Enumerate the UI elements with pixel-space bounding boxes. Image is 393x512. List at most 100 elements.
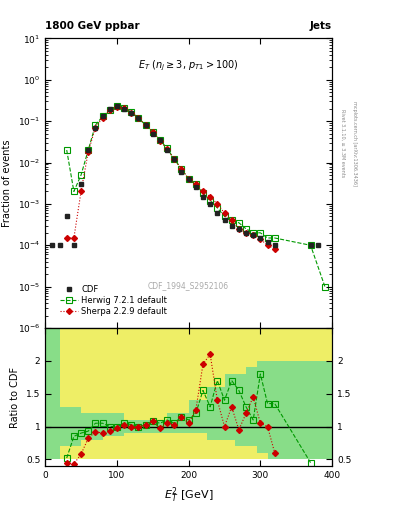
Sherpa 2.2.9 default: [79, 188, 83, 195]
CDF: [158, 137, 162, 143]
Herwig 7.2.1 default: [172, 156, 177, 162]
Herwig 7.2.1 default: [251, 230, 255, 236]
Sherpa 2.2.9 default: [251, 231, 255, 238]
Herwig 7.2.1 default: [64, 147, 69, 153]
Herwig 7.2.1 default: [323, 284, 327, 290]
CDF: [165, 147, 169, 153]
Text: mcplots.cern.ch [arXiv:1306.3436]: mcplots.cern.ch [arXiv:1306.3436]: [352, 101, 357, 186]
Sherpa 2.2.9 default: [100, 115, 105, 121]
Herwig 7.2.1 default: [230, 217, 234, 223]
CDF: [57, 242, 62, 248]
Y-axis label: Fraction of events: Fraction of events: [2, 139, 12, 227]
CDF: [100, 113, 105, 119]
Sherpa 2.2.9 default: [237, 226, 241, 232]
CDF: [151, 131, 155, 137]
Sherpa 2.2.9 default: [215, 201, 220, 207]
Line: CDF: CDF: [50, 104, 320, 248]
CDF: [86, 147, 90, 153]
X-axis label: $E_T^2$ [GeV]: $E_T^2$ [GeV]: [164, 485, 213, 505]
Y-axis label: Ratio to CDF: Ratio to CDF: [10, 367, 20, 428]
Sherpa 2.2.9 default: [265, 242, 270, 248]
Sherpa 2.2.9 default: [272, 246, 277, 252]
CDF: [230, 222, 234, 228]
Sherpa 2.2.9 default: [72, 235, 76, 241]
Sherpa 2.2.9 default: [165, 146, 169, 152]
CDF: [186, 176, 191, 182]
Herwig 7.2.1 default: [143, 122, 148, 128]
CDF: [193, 184, 198, 190]
Sherpa 2.2.9 default: [136, 115, 141, 121]
Sherpa 2.2.9 default: [158, 137, 162, 143]
Herwig 7.2.1 default: [158, 137, 162, 143]
CDF: [258, 235, 263, 241]
CDF: [93, 124, 98, 131]
Text: CDF_1994_S2952106: CDF_1994_S2952106: [148, 282, 229, 290]
Sherpa 2.2.9 default: [129, 110, 134, 116]
CDF: [107, 105, 112, 112]
Herwig 7.2.1 default: [107, 106, 112, 113]
CDF: [122, 105, 127, 112]
CDF: [115, 103, 119, 109]
Herwig 7.2.1 default: [122, 105, 127, 111]
CDF: [64, 214, 69, 220]
CDF: [72, 242, 76, 248]
Herwig 7.2.1 default: [93, 122, 98, 128]
Sherpa 2.2.9 default: [115, 103, 119, 110]
CDF: [179, 168, 184, 175]
CDF: [201, 194, 206, 200]
Herwig 7.2.1 default: [244, 226, 248, 232]
Herwig 7.2.1 default: [100, 113, 105, 119]
Herwig 7.2.1 default: [208, 198, 213, 204]
Sherpa 2.2.9 default: [172, 156, 177, 162]
CDF: [316, 242, 320, 248]
CDF: [172, 156, 177, 162]
Text: $E_T$ ($n_j \geq 3$, $p_{T1}{>}100$): $E_T$ ($n_j \geq 3$, $p_{T1}{>}100$): [138, 59, 239, 73]
Herwig 7.2.1 default: [215, 205, 220, 211]
Herwig 7.2.1 default: [129, 109, 134, 115]
Text: Rivet 3.1.10, ≥ 3.3M events: Rivet 3.1.10, ≥ 3.3M events: [340, 109, 345, 178]
CDF: [129, 110, 134, 116]
Sherpa 2.2.9 default: [186, 176, 191, 182]
Herwig 7.2.1 default: [258, 230, 263, 236]
Herwig 7.2.1 default: [272, 235, 277, 241]
Sherpa 2.2.9 default: [151, 129, 155, 135]
Herwig 7.2.1 default: [165, 145, 169, 152]
Herwig 7.2.1 default: [151, 129, 155, 135]
Sherpa 2.2.9 default: [222, 210, 227, 216]
Sherpa 2.2.9 default: [122, 105, 127, 111]
Sherpa 2.2.9 default: [193, 181, 198, 187]
Herwig 7.2.1 default: [86, 147, 90, 153]
Herwig 7.2.1 default: [179, 166, 184, 172]
Line: Herwig 7.2.1 default: Herwig 7.2.1 default: [64, 103, 328, 290]
Herwig 7.2.1 default: [193, 181, 198, 187]
Text: 1800 GeV ppbar: 1800 GeV ppbar: [45, 21, 140, 31]
Herwig 7.2.1 default: [136, 115, 141, 121]
CDF: [272, 242, 277, 248]
Text: Jets: Jets: [310, 21, 332, 31]
Herwig 7.2.1 default: [201, 190, 206, 197]
CDF: [251, 231, 255, 238]
Sherpa 2.2.9 default: [258, 236, 263, 242]
CDF: [244, 230, 248, 236]
Sherpa 2.2.9 default: [244, 230, 248, 236]
Line: Sherpa 2.2.9 default: Sherpa 2.2.9 default: [64, 104, 277, 251]
Herwig 7.2.1 default: [265, 235, 270, 241]
Herwig 7.2.1 default: [308, 242, 313, 248]
Sherpa 2.2.9 default: [201, 188, 206, 195]
Sherpa 2.2.9 default: [143, 122, 148, 128]
Legend: CDF, Herwig 7.2.1 default, Sherpa 2.2.9 default: CDF, Herwig 7.2.1 default, Sherpa 2.2.9 …: [58, 284, 169, 318]
CDF: [79, 181, 83, 187]
CDF: [222, 217, 227, 223]
CDF: [215, 210, 220, 216]
CDF: [136, 115, 141, 121]
CDF: [50, 242, 55, 248]
Sherpa 2.2.9 default: [230, 217, 234, 223]
CDF: [208, 201, 213, 207]
Herwig 7.2.1 default: [79, 172, 83, 178]
CDF: [308, 242, 313, 248]
Sherpa 2.2.9 default: [107, 107, 112, 113]
Herwig 7.2.1 default: [237, 220, 241, 226]
Sherpa 2.2.9 default: [179, 166, 184, 172]
Herwig 7.2.1 default: [186, 176, 191, 182]
Sherpa 2.2.9 default: [64, 235, 69, 241]
